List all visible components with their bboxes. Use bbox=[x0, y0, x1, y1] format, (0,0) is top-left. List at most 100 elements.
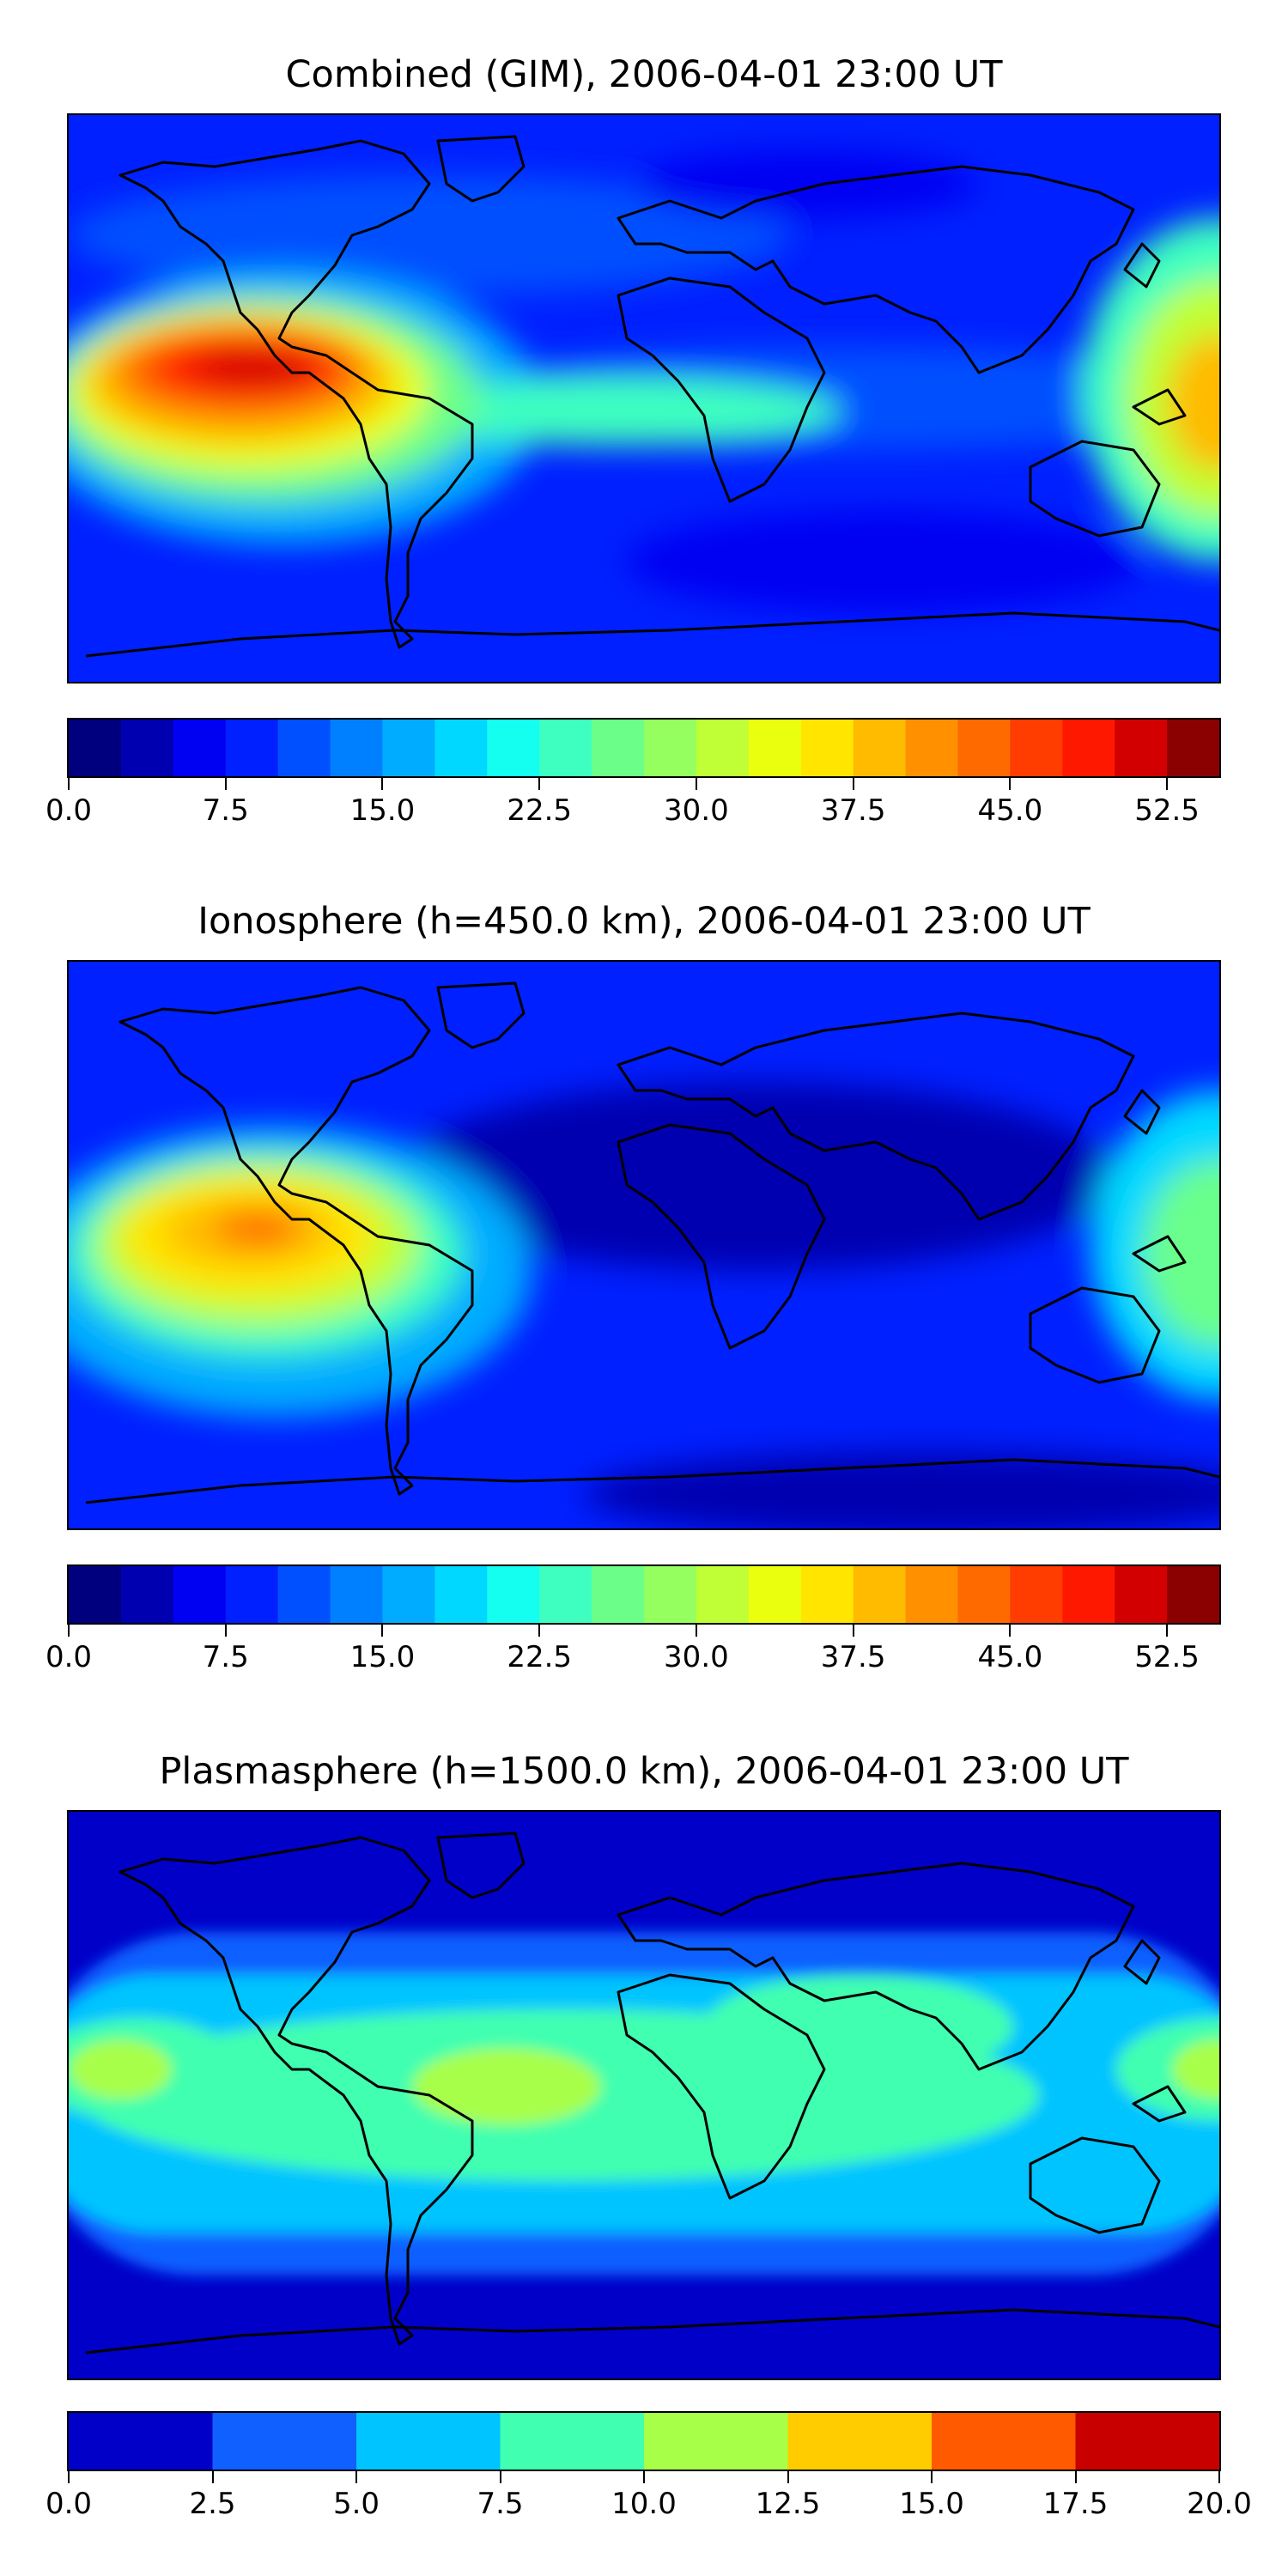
colorbar-tick bbox=[224, 778, 227, 790]
panel-title-plasmasphere: Plasmasphere (h=1500.0 km), 2006-04-01 2… bbox=[159, 1750, 1129, 1793]
colorbar-segment bbox=[1167, 720, 1219, 776]
colorbar-tick bbox=[1074, 2471, 1077, 2483]
colorbar-tick-label: 30.0 bbox=[664, 1640, 729, 1674]
colorbar-tick bbox=[68, 2471, 70, 2483]
colorbar-tick bbox=[643, 2471, 645, 2483]
colorbar-segment bbox=[644, 2413, 789, 2470]
colorbar-tick bbox=[211, 2471, 214, 2483]
colorbar-tick bbox=[1009, 778, 1012, 790]
colorbar-tick bbox=[538, 1625, 541, 1637]
colorbar-segment bbox=[382, 720, 435, 776]
colorbar-tick-label: 45.0 bbox=[977, 1640, 1043, 1674]
colorbar-segment bbox=[905, 720, 959, 776]
colorbar-segment bbox=[330, 720, 384, 776]
colorbar-segment bbox=[539, 1566, 592, 1623]
colorbar-segment bbox=[696, 1566, 750, 1623]
colorbar-segment bbox=[225, 1566, 279, 1623]
colorbar-segment bbox=[382, 1566, 435, 1623]
colorbar-segment bbox=[120, 1566, 174, 1623]
colorbar-tick bbox=[1218, 2471, 1220, 2483]
colorbar-segment bbox=[356, 2413, 501, 2470]
colorbar-tick-label: 30.0 bbox=[664, 793, 729, 828]
colorbar-tick bbox=[224, 1625, 227, 1637]
map-combined bbox=[67, 113, 1221, 683]
colorbar-tick-label: 0.0 bbox=[45, 2487, 93, 2521]
colorbar-tick-label: 37.5 bbox=[820, 793, 886, 828]
colorbar-segment bbox=[1062, 720, 1115, 776]
colorbar-segment bbox=[800, 720, 854, 776]
colorbar-segment bbox=[644, 720, 697, 776]
colorbar-segment bbox=[932, 2413, 1077, 2470]
colorbar-combined bbox=[67, 718, 1221, 778]
colorbar-segment bbox=[592, 1566, 645, 1623]
colorbar-segment bbox=[905, 1566, 959, 1623]
map-plasmasphere bbox=[67, 1810, 1221, 2380]
colorbar-tick-label: 37.5 bbox=[820, 1640, 886, 1674]
colorbar-tick bbox=[355, 2471, 357, 2483]
colorbar-segment bbox=[277, 1566, 331, 1623]
colorbar-segment bbox=[644, 1566, 697, 1623]
colorbar-tick bbox=[68, 1625, 70, 1637]
colorbar-ionosphere bbox=[67, 1564, 1221, 1625]
colorbar-segment bbox=[1115, 720, 1168, 776]
colorbar-tick bbox=[499, 2471, 501, 2483]
colorbar-tick-label: 52.5 bbox=[1134, 1640, 1200, 1674]
colorbar-segment bbox=[1075, 2413, 1219, 2470]
colorbar-tick-label: 2.5 bbox=[189, 2487, 236, 2521]
colorbar-segment bbox=[800, 1566, 854, 1623]
colorbar-tick bbox=[1009, 1625, 1012, 1637]
panel-title-combined: Combined (GIM), 2006-04-01 23:00 UT bbox=[285, 53, 1003, 96]
colorbar-segment bbox=[957, 720, 1011, 776]
colorbar-tick-label: 0.0 bbox=[45, 1640, 93, 1674]
colorbar-tick-label: 0.0 bbox=[45, 793, 93, 828]
colorbar-tick-label: 15.0 bbox=[899, 2487, 964, 2521]
colorbar-segment bbox=[173, 1566, 227, 1623]
colorbar-segment bbox=[225, 720, 279, 776]
colorbar-tick bbox=[381, 778, 384, 790]
colorbar-tick bbox=[695, 778, 697, 790]
colorbar-tick-label: 15.0 bbox=[349, 793, 416, 828]
colorbar-segment bbox=[212, 2413, 357, 2470]
colorbar-tick bbox=[787, 2471, 789, 2483]
panel-title-ionosphere: Ionosphere (h=450.0 km), 2006-04-01 23:0… bbox=[197, 900, 1091, 943]
colorbar-segment bbox=[487, 720, 540, 776]
colorbar-tick bbox=[1166, 778, 1169, 790]
colorbar-segment bbox=[853, 720, 907, 776]
colorbar-tick-label: 17.5 bbox=[1042, 2487, 1109, 2521]
colorbar-segment bbox=[1010, 1566, 1063, 1623]
colorbar-segment bbox=[957, 1566, 1011, 1623]
colorbar-tick-label: 15.0 bbox=[349, 1640, 416, 1674]
colorbar-segment bbox=[592, 720, 645, 776]
map-ionosphere bbox=[67, 960, 1221, 1530]
colorbar-tick-label: 7.5 bbox=[202, 793, 249, 828]
colorbar-plasmasphere bbox=[67, 2411, 1221, 2471]
colorbar-tick-label: 7.5 bbox=[202, 1640, 249, 1674]
colorbar-segment bbox=[1010, 720, 1063, 776]
colorbar-tick bbox=[852, 778, 854, 790]
colorbar-segment bbox=[1167, 1566, 1219, 1623]
colorbar-tick bbox=[695, 1625, 697, 1637]
colorbar-segment bbox=[330, 1566, 384, 1623]
colorbar-tick bbox=[538, 778, 541, 790]
colorbar-segment bbox=[539, 720, 592, 776]
colorbar-segment bbox=[69, 720, 122, 776]
colorbar-segment bbox=[173, 720, 227, 776]
colorbar-tick-label: 12.5 bbox=[755, 2487, 821, 2521]
colorbar-segment bbox=[69, 1566, 122, 1623]
colorbar-tick-label: 45.0 bbox=[977, 793, 1043, 828]
colorbar-segment bbox=[748, 720, 802, 776]
colorbar-segment bbox=[120, 720, 174, 776]
colorbar-segment bbox=[853, 1566, 907, 1623]
colorbar-tick-label: 20.0 bbox=[1187, 2487, 1252, 2521]
colorbar-tick bbox=[1166, 1625, 1169, 1637]
colorbar-tick bbox=[852, 1625, 854, 1637]
colorbar-tick bbox=[68, 778, 70, 790]
colorbar-segment bbox=[1115, 1566, 1168, 1623]
colorbar-tick bbox=[931, 2471, 933, 2483]
colorbar-segment bbox=[277, 720, 331, 776]
colorbar-tick-label: 7.5 bbox=[477, 2487, 524, 2521]
colorbar-segment bbox=[787, 2413, 933, 2470]
colorbar-segment bbox=[69, 2413, 214, 2470]
colorbar-tick-label: 5.0 bbox=[332, 2487, 380, 2521]
colorbar-tick-label: 10.0 bbox=[611, 2487, 677, 2521]
